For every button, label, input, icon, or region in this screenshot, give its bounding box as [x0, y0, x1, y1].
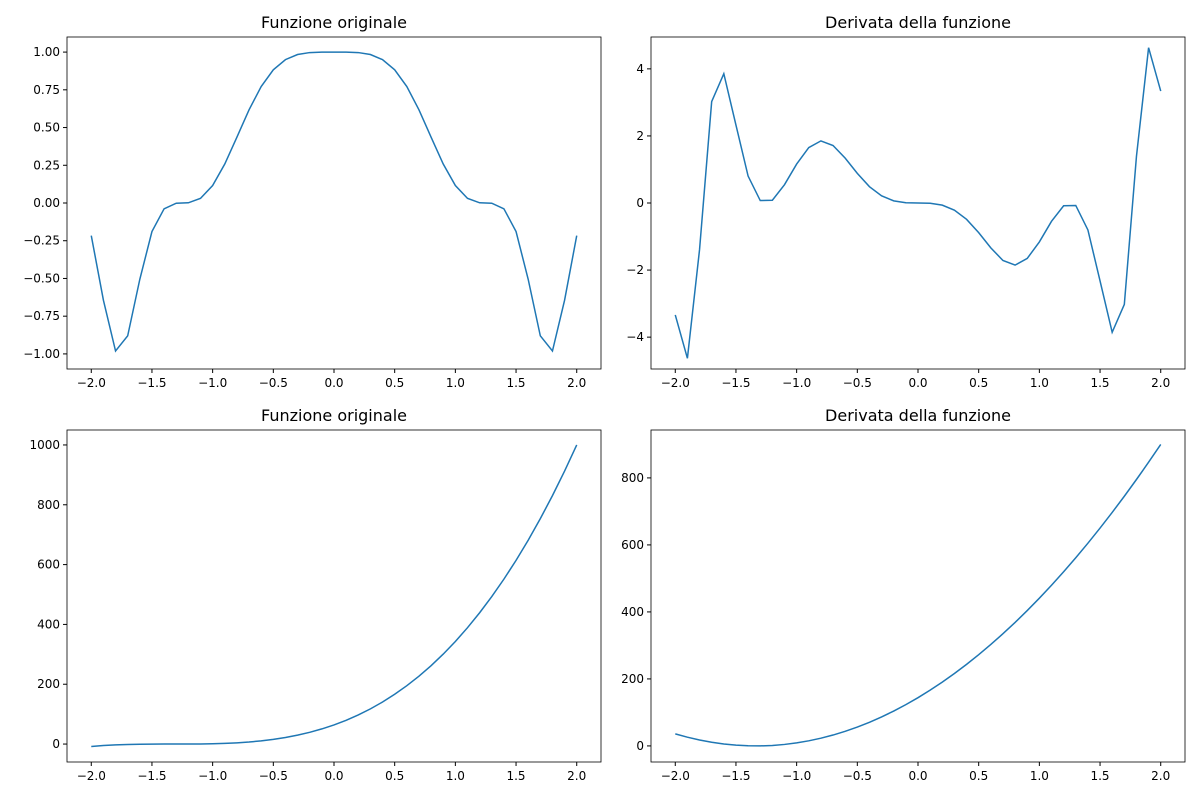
subplot: Funzione originale −2.0 −1.5 −1.0 −0.5 0.0 0.5… — [29, 406, 602, 783]
x-tick-label: −1.0 — [782, 376, 811, 390]
y-tick-label: 0 — [52, 737, 60, 751]
y-tick-label: 800 — [621, 471, 644, 485]
x-tick-label: 0.5 — [385, 376, 404, 390]
y-tick-label: −0.50 — [23, 271, 60, 285]
x-tick-label: 0.0 — [324, 769, 343, 783]
y-tick-label: −2 — [626, 263, 644, 277]
x-tick-label: −2.0 — [661, 376, 690, 390]
subplot: Funzione originale −2.0 −1.5 −1.0 −0.5 0.0 0.5… — [23, 13, 602, 390]
y-tick-label: 0.50 — [33, 121, 60, 135]
x-tick-label: 1.0 — [1030, 769, 1049, 783]
x-tick-label: 0.5 — [385, 769, 404, 783]
y-tick-label: 1.00 — [33, 45, 60, 59]
data-line — [91, 444, 578, 748]
y-tick-label: −0.25 — [23, 234, 60, 248]
y-tick-label: 400 — [37, 617, 60, 631]
x-tick-label: −2.0 — [661, 769, 690, 783]
y-tick-label: 600 — [621, 538, 644, 552]
x-tick-label: −0.5 — [843, 376, 872, 390]
x-tick-label: 1.5 — [506, 376, 525, 390]
x-tick-label: 1.5 — [506, 769, 525, 783]
x-tick-label: −2.0 — [77, 376, 106, 390]
y-tick-label: 400 — [621, 605, 644, 619]
y-tick-label: 0.00 — [33, 196, 60, 210]
y-tick-label: 800 — [37, 498, 60, 512]
y-tick-label: 2 — [636, 129, 644, 143]
subplot-title: Funzione originale — [261, 13, 407, 32]
axes-frame — [66, 36, 602, 370]
x-tick-label: 2.0 — [567, 769, 586, 783]
subplot-title: Derivata della funzione — [825, 406, 1011, 425]
x-tick-label: 1.0 — [1030, 376, 1049, 390]
y-tick-label: −1.00 — [23, 347, 60, 361]
x-tick-label: 2.0 — [1151, 376, 1170, 390]
x-tick-label: −1.0 — [782, 769, 811, 783]
x-tick-label: 0.5 — [969, 769, 988, 783]
y-tick-label: 0.75 — [33, 83, 60, 97]
x-tick-label: −0.5 — [259, 376, 288, 390]
subplot-title: Derivata della funzione — [825, 13, 1011, 32]
x-tick-label: 1.5 — [1090, 376, 1109, 390]
data-line — [674, 47, 1162, 359]
x-tick-label: −1.0 — [198, 769, 227, 783]
data-line — [675, 443, 1162, 747]
x-tick-label: −0.5 — [259, 769, 288, 783]
x-tick-label: 0.0 — [908, 376, 927, 390]
x-tick-label: −2.0 — [77, 769, 106, 783]
x-tick-label: 0.5 — [969, 376, 988, 390]
y-tick-label: 200 — [37, 677, 60, 691]
x-tick-label: −1.5 — [137, 769, 166, 783]
x-tick-label: −1.5 — [137, 376, 166, 390]
x-tick-label: 2.0 — [567, 376, 586, 390]
x-tick-label: −1.0 — [198, 376, 227, 390]
y-tick-label: −0.75 — [23, 309, 60, 323]
x-tick-label: 1.5 — [1090, 769, 1109, 783]
axes-frame — [650, 36, 1186, 370]
y-tick-label: 0 — [636, 739, 644, 753]
axes-frame — [66, 429, 602, 763]
x-tick-label: 2.0 — [1151, 769, 1170, 783]
y-tick-label: 600 — [37, 558, 60, 572]
subplot: Derivata della funzione −2.0 −1.5 −1.0 −0.5 0… — [621, 406, 1186, 783]
y-tick-label: −4 — [626, 330, 644, 344]
x-tick-label: 1.0 — [446, 769, 465, 783]
y-tick-label: 0 — [636, 196, 644, 210]
axes-frame — [650, 429, 1186, 763]
x-tick-label: −1.5 — [721, 769, 750, 783]
x-tick-label: 0.0 — [908, 769, 927, 783]
x-tick-label: −1.5 — [721, 376, 750, 390]
y-tick-label: 200 — [621, 672, 644, 686]
data-line — [90, 51, 578, 353]
subplot-title: Funzione originale — [261, 406, 407, 425]
y-tick-label: 0.25 — [33, 158, 60, 172]
y-tick-label: 4 — [636, 62, 644, 76]
subplot: Derivata della funzione −2.0 −1.5 −1.0 −0.5 0… — [626, 13, 1186, 390]
x-tick-label: 1.0 — [446, 376, 465, 390]
x-tick-label: −0.5 — [843, 769, 872, 783]
x-tick-label: 0.0 — [324, 376, 343, 390]
y-tick-label: 1000 — [29, 438, 60, 452]
